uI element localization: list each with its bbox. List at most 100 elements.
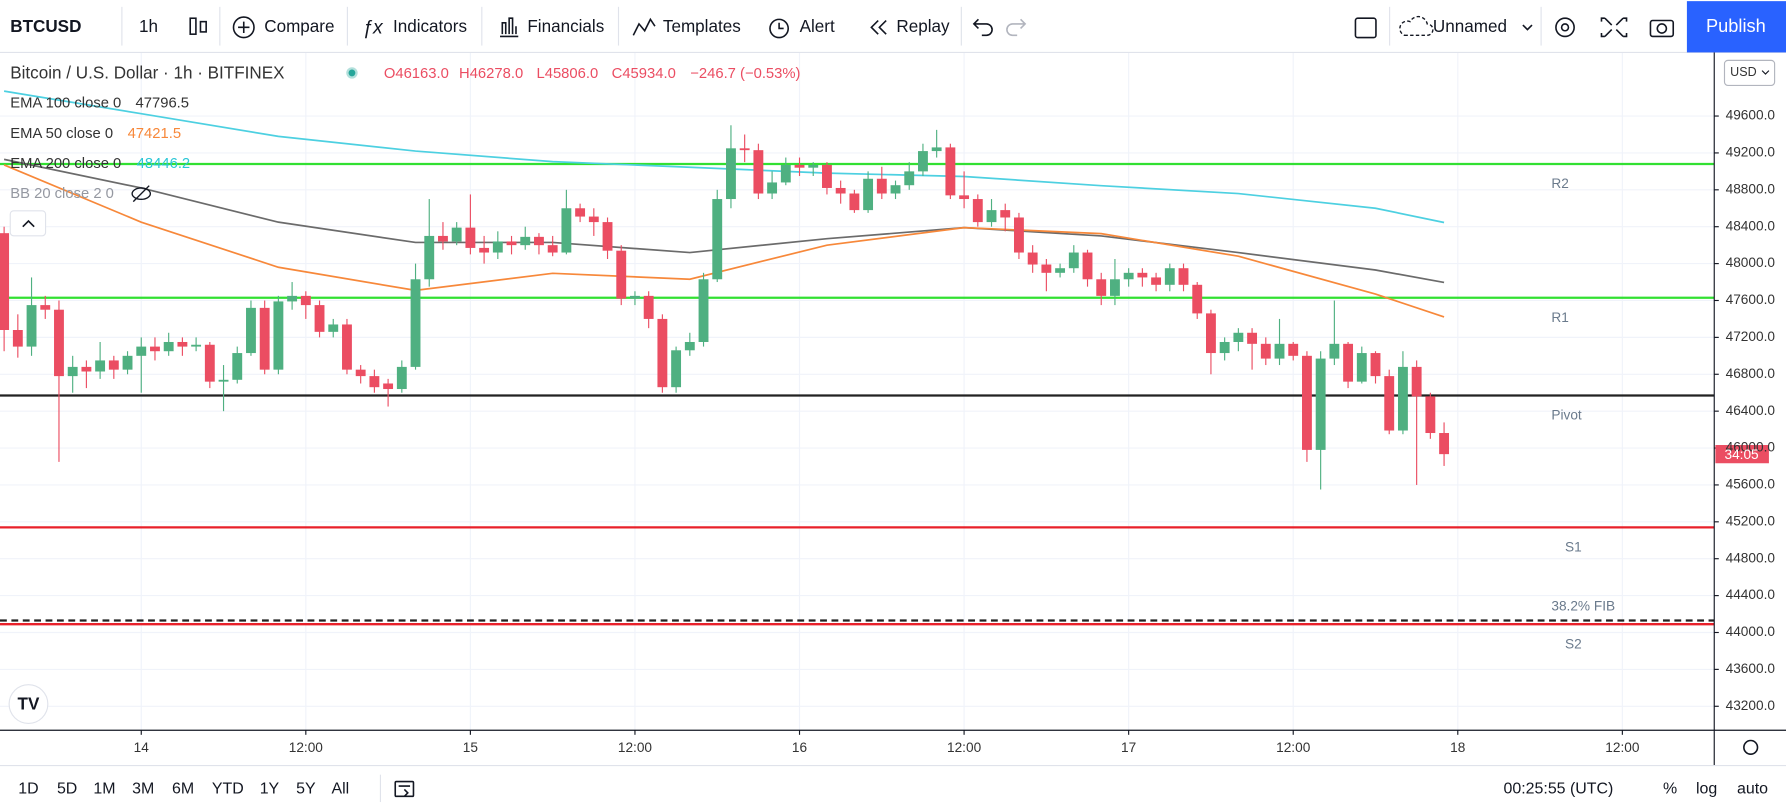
candle-body: [1206, 313, 1216, 354]
indicator-value: 48446.2: [137, 156, 190, 172]
candle-body: [259, 307, 270, 370]
legend-ohlc: O46163.0: [384, 66, 449, 82]
candle-body: [67, 366, 78, 377]
range-button[interactable]: 1M: [93, 781, 115, 798]
range-button[interactable]: 1D: [18, 781, 38, 798]
candle-body: [1260, 343, 1271, 359]
snapshot-icon[interactable]: [1649, 19, 1675, 38]
replay-icon[interactable]: [870, 19, 887, 35]
undo-icon[interactable]: [972, 18, 993, 37]
fullscreen-icon[interactable]: [1600, 17, 1628, 38]
x-tick-label: 15: [463, 740, 479, 755]
toolbar-item[interactable]: Alert: [800, 17, 835, 36]
range-button[interactable]: 6M: [172, 781, 194, 798]
candle-body: [314, 305, 325, 332]
candle-body: [506, 241, 517, 246]
candle-body: [753, 150, 764, 194]
compare-plus: [238, 21, 250, 34]
drawing-icon[interactable]: [1354, 17, 1377, 39]
x-tick-label: 16: [792, 740, 807, 755]
publish-label[interactable]: Publish: [1706, 16, 1766, 36]
currency[interactable]: USD: [1730, 65, 1756, 79]
toolbar-item[interactable]: Financials: [527, 17, 604, 36]
hide-icon[interactable]: [131, 185, 152, 203]
collapse-button[interactable]: [9, 210, 47, 237]
candle-body: [643, 295, 654, 319]
range-button[interactable]: All: [331, 781, 349, 798]
svg-text:TV: TV: [18, 695, 40, 714]
candle-body: [890, 185, 901, 194]
y-tick-label: 49200.0: [1726, 145, 1776, 160]
candle-body: [424, 235, 435, 280]
candle-body: [657, 318, 668, 388]
y-tick-label: 45200.0: [1726, 513, 1776, 528]
range-button[interactable]: 5Y: [296, 781, 316, 798]
candle-body: [396, 366, 407, 390]
toolbar-item[interactable]: Indicators: [393, 17, 467, 36]
candle-body: [136, 346, 147, 356]
redo-icon[interactable]: [1006, 18, 1027, 37]
candle-body: [616, 250, 627, 299]
templates-icon: [632, 17, 656, 36]
x-tick-label: 18: [1450, 740, 1465, 755]
candle-body: [1397, 366, 1408, 431]
alert-icon: [769, 18, 790, 39]
publish-button[interactable]: [1686, 1, 1786, 53]
range-button[interactable]: YTD: [212, 781, 244, 798]
range-button[interactable]: 3M: [132, 781, 154, 798]
candle-body: [1329, 343, 1340, 359]
layout-name[interactable]: Unnamed: [1433, 17, 1507, 36]
candle-body: [328, 324, 339, 332]
candle-body: [1027, 252, 1038, 265]
range-button[interactable]: 1Y: [260, 781, 280, 798]
candle-body: [726, 148, 736, 200]
candle-body: [1233, 332, 1244, 342]
symbol[interactable]: BTCUSD: [10, 17, 81, 36]
candle-body: [849, 193, 860, 211]
toolbar-item[interactable]: Compare: [264, 17, 334, 36]
candle-style-icon[interactable]: [189, 17, 207, 35]
range-button[interactable]: 5D: [57, 781, 77, 798]
settings-icon[interactable]: [1555, 17, 1575, 38]
x-tick-label: 14: [134, 740, 150, 755]
indicator-name: EMA 50 close 0: [10, 126, 113, 142]
toolbar-item[interactable]: Replay: [896, 17, 950, 36]
candle-body: [876, 178, 887, 194]
candle-body: [1356, 353, 1367, 382]
candle-body: [959, 195, 970, 200]
candle-body: [945, 147, 956, 196]
legend-ohlc: H46278.0: [459, 66, 523, 82]
logo: TV: [8, 684, 49, 724]
snapshot-lens: [1656, 23, 1668, 34]
candle-body: [479, 247, 490, 253]
scale-option[interactable]: %: [1663, 781, 1677, 798]
axis-settings-icon[interactable]: [1743, 739, 1759, 755]
alert-hands: [778, 22, 784, 30]
legend-ohlc: L45806.0: [536, 66, 598, 82]
candle-body: [218, 379, 229, 382]
level-label: Pivot: [1551, 408, 1582, 423]
candle-body: [410, 279, 421, 367]
toolbar-item[interactable]: Templates: [663, 17, 741, 36]
candle-body: [822, 164, 832, 188]
x-tick-label: 12:00: [1605, 740, 1640, 755]
plot-area: [0, 52, 1769, 735]
candle-body: [122, 355, 133, 370]
currency-button[interactable]: [1723, 59, 1776, 87]
date-range-icon[interactable]: [394, 780, 415, 798]
level-label: 38.2% FIB: [1551, 598, 1615, 613]
ema-line: [3, 158, 1445, 284]
scale-option[interactable]: log: [1696, 781, 1717, 798]
candle-body: [1288, 343, 1299, 356]
layout-dropdown-caret[interactable]: [1522, 24, 1533, 31]
cloud-icon: [1399, 15, 1434, 37]
scale-option[interactable]: auto: [1737, 781, 1768, 798]
candle-body: [0, 233, 10, 331]
candle-body: [108, 360, 119, 370]
interval[interactable]: 1h: [139, 17, 158, 36]
candle-body: [547, 245, 558, 253]
y-tick-label: 47600.0: [1726, 292, 1776, 307]
candle-body: [1178, 268, 1189, 285]
